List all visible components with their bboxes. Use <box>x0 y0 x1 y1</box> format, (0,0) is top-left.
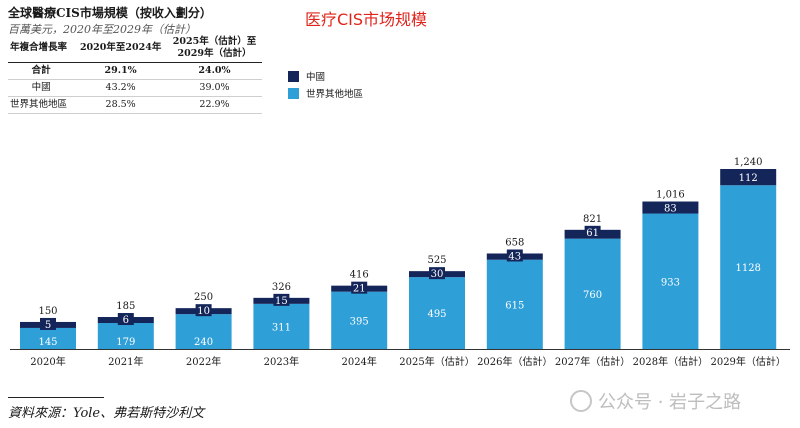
bar-rest-label-4: 395 <box>350 316 369 327</box>
cagr-row-p1: 29.1% <box>74 62 167 80</box>
bar-rest-label-5: 495 <box>427 309 446 320</box>
x-tick-label-0: 2020年 <box>30 355 65 368</box>
bar-rest-0 <box>20 327 76 349</box>
bar-total-label-0: 150 <box>38 306 57 317</box>
cagr-header-period1: 2020年至2024年 <box>74 34 167 63</box>
bar-rest-2 <box>175 314 232 349</box>
cagr-header-row: 年複合增長率 2020年至2024年 2025年（估計）至 2029年（估計） <box>8 34 262 63</box>
cagr-row-rest: 世界其他地區 28.5% 22.9% <box>8 96 262 114</box>
x-tick-label-5: 2025年（估計） <box>399 355 474 368</box>
wechat-icon <box>570 390 592 412</box>
bar-total-label-2: 250 <box>194 292 213 303</box>
x-tick-label-1: 2021年 <box>108 355 143 368</box>
china-label-box-2 <box>195 304 212 317</box>
china-label-box-4 <box>351 281 368 294</box>
chart-legend: 中國 世界其他地區 <box>288 70 363 104</box>
bar-total-label-5: 525 <box>427 255 446 266</box>
bar-china-label-6: 43 <box>508 251 521 262</box>
bar-china-label-5: 30 <box>431 269 444 280</box>
bar-rest-label-0: 145 <box>38 337 57 348</box>
bar-total-label-4: 416 <box>350 270 369 281</box>
bar-total-label-1: 185 <box>116 301 135 312</box>
bar-china-8 <box>642 201 699 214</box>
legend-item-china: 中國 <box>288 70 363 83</box>
bar-china-label-0: 5 <box>45 320 51 331</box>
china-label-box-3 <box>273 293 290 306</box>
x-tick-label-7: 2027年（估計） <box>555 355 630 368</box>
bar-total-label-7: 821 <box>583 214 602 225</box>
bar-rest-7 <box>564 238 621 349</box>
bar-china-label-8: 83 <box>664 204 677 215</box>
bar-total-label-6: 658 <box>505 237 524 248</box>
china-label-box-6 <box>506 249 523 262</box>
bar-china-9 <box>720 169 777 186</box>
bar-rest-8 <box>642 213 699 349</box>
legend-item-rest: 世界其他地區 <box>288 87 364 100</box>
china-label-box-1 <box>117 313 134 326</box>
x-tick-label-2: 2022年 <box>186 355 221 368</box>
cagr-header-period2-line1: 2025年（估計）至 <box>172 36 257 47</box>
cagr-row-p1: 28.5% <box>74 96 167 114</box>
x-tick-label-3: 2023年 <box>264 355 299 368</box>
cagr-row-label: 中國 <box>8 79 75 97</box>
chart-title: 全球醫療CIS市場規模（按收入劃分） <box>8 6 212 20</box>
watermark-text: 公众号 · 岩子之路 <box>598 392 742 413</box>
bar-rest-label-8: 933 <box>661 277 680 288</box>
x-tick-label-6: 2026年（估計） <box>477 355 552 368</box>
x-tick-label-9: 2029年（估計） <box>710 355 785 368</box>
china-label-box-0 <box>40 317 56 330</box>
cagr-row-p1: 43.2% <box>74 79 167 97</box>
cagr-row-china: 中國 43.2% 39.0% <box>8 79 262 97</box>
bar-rest-label-1: 179 <box>116 337 135 348</box>
cagr-header-period2-line2: 2029年（估計） <box>177 48 252 59</box>
source-divider <box>8 397 104 398</box>
overlay-title: 医疗CIS市场规模 <box>305 10 428 29</box>
bar-rest-9 <box>720 185 777 349</box>
bar-rest-label-2: 240 <box>194 337 213 348</box>
bar-rest-label-3: 311 <box>272 322 291 333</box>
bar-rest-1 <box>97 323 154 349</box>
bar-china-label-3: 15 <box>275 296 288 307</box>
legend-swatch-china <box>288 70 299 82</box>
bar-rest-3 <box>253 303 310 349</box>
legend-swatch-rest <box>288 87 299 99</box>
bar-china-label-2: 10 <box>197 306 210 317</box>
bar-china-label-4: 21 <box>353 284 366 295</box>
china-label-box-7 <box>584 225 601 238</box>
x-tick-label-8: 2028年（估計） <box>633 355 708 368</box>
bar-total-label-3: 326 <box>272 282 291 293</box>
bar-rest-label-7: 760 <box>583 290 602 301</box>
cagr-row-label: 合計 <box>8 62 75 80</box>
cagr-header-label: 年複合增長率 <box>8 34 75 63</box>
cagr-row-p2: 24.0% <box>167 62 262 80</box>
bar-rest-5 <box>409 277 465 349</box>
source-note: 資料來源：Yole、弗若斯特沙利文 <box>8 406 205 421</box>
cagr-row-label: 世界其他地區 <box>8 96 75 114</box>
cagr-row-total: 合計 29.1% 24.0% <box>8 62 262 80</box>
china-label-box-5 <box>429 267 445 280</box>
bar-total-label-9: 1,240 <box>734 157 763 168</box>
cagr-row-p2: 39.0% <box>167 79 262 97</box>
bar-rest-label-6: 615 <box>505 300 524 311</box>
cagr-header-period2: 2025年（估計）至 2029年（估計） <box>167 34 262 63</box>
bar-china-label-9: 112 <box>739 173 758 184</box>
watermark: 公众号 · 岩子之路 <box>570 388 741 414</box>
chart-subtitle: 百萬美元，2020年至2029年（估計） <box>8 23 196 36</box>
legend-label-china: 中國 <box>306 72 326 83</box>
cagr-table: 年複合增長率 2020年至2024年 2025年（估計）至 2029年（估計） … <box>8 34 262 114</box>
legend-label-rest: 世界其他地區 <box>306 89 364 100</box>
bar-china-label-1: 6 <box>123 315 129 326</box>
bar-total-label-8: 1,016 <box>656 190 685 201</box>
bar-rest-4 <box>331 291 388 349</box>
x-tick-label-4: 2024年 <box>341 355 376 368</box>
cagr-row-p2: 22.9% <box>167 96 262 114</box>
bar-rest-label-9: 1128 <box>735 263 760 274</box>
bar-rest-6 <box>486 259 543 349</box>
bar-china-label-7: 61 <box>586 228 599 239</box>
